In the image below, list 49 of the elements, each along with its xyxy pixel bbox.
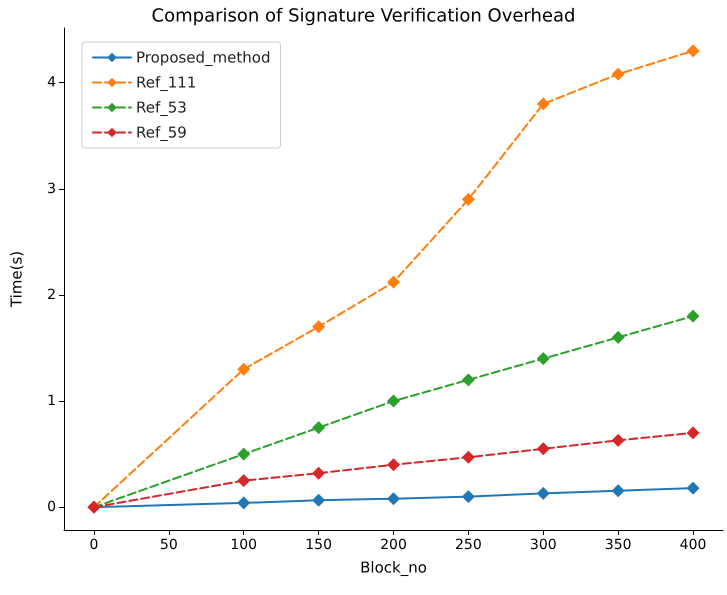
x-tick-label: 400 <box>680 537 706 553</box>
point <box>686 426 700 440</box>
x-tick-label: 200 <box>380 537 407 553</box>
y-tick-label: 0 <box>47 499 56 516</box>
point <box>462 192 475 206</box>
point <box>312 494 326 507</box>
point <box>686 44 700 58</box>
point <box>312 466 326 480</box>
point <box>462 490 475 504</box>
point <box>387 394 400 408</box>
point <box>387 458 400 472</box>
y-tick-label: 2 <box>47 286 56 303</box>
x-tick-label: 0 <box>89 537 98 553</box>
x-tick-label: 150 <box>305 537 332 553</box>
legend-label: Ref_111 <box>136 74 196 92</box>
legend-label: Proposed_method <box>136 48 270 66</box>
x-tick-label: 350 <box>604 537 632 553</box>
point <box>237 496 250 510</box>
point <box>237 474 250 488</box>
point <box>686 310 700 323</box>
point <box>536 97 550 110</box>
point <box>387 276 400 289</box>
point <box>312 320 326 334</box>
x-axis-title: Block_no <box>360 558 427 576</box>
x-tick-label: 300 <box>530 537 557 553</box>
y-tick-label: 1 <box>47 393 56 410</box>
y-tick-label: 3 <box>47 180 56 197</box>
point <box>612 434 625 447</box>
x-tick-label: 50 <box>160 537 178 553</box>
point <box>536 442 550 456</box>
point <box>612 484 625 498</box>
point <box>312 421 326 434</box>
x-tick-label: 250 <box>455 537 482 553</box>
point <box>536 486 550 500</box>
point <box>686 482 700 495</box>
point <box>237 448 250 461</box>
point <box>387 492 400 506</box>
legend-label: Ref_53 <box>136 98 187 116</box>
point <box>612 330 625 344</box>
x-tick-label: 100 <box>230 537 258 553</box>
legend-label: Ref_59 <box>136 124 187 142</box>
y-axis-title: Time(s) <box>8 250 26 308</box>
point <box>462 450 475 464</box>
y-tick-label: 4 <box>47 74 56 91</box>
point <box>462 373 475 386</box>
chart-title: Comparison of Signature Verification Overhead <box>152 6 576 26</box>
point <box>237 362 250 376</box>
point <box>536 352 550 366</box>
point <box>612 68 625 81</box>
